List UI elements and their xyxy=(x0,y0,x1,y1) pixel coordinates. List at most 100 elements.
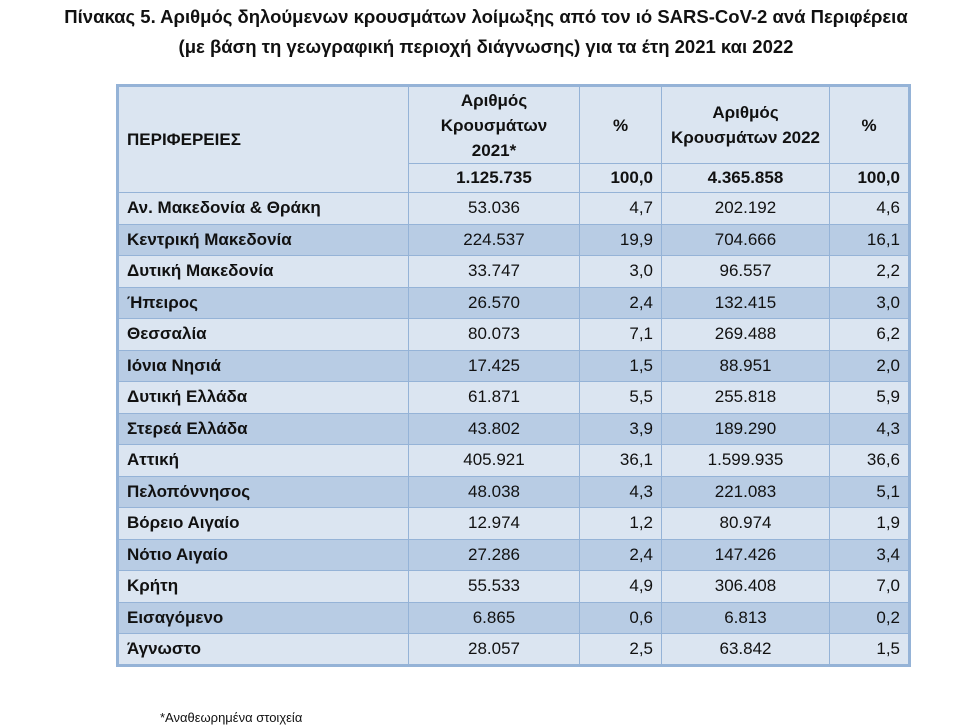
pct-2021-cell: 3,9 xyxy=(579,412,662,445)
header-pct-2021: % xyxy=(579,85,662,164)
region-cell: Βόρειο Αιγαίο xyxy=(117,507,409,540)
total-pct-2022: 100,0 xyxy=(829,163,910,193)
table-row: Αν. Μακεδονία & Θράκη 53.036 4,7 202.192 4,6 xyxy=(117,192,910,225)
pct-2021-cell: 7,1 xyxy=(579,318,662,351)
pct-2022-cell: 3,4 xyxy=(829,538,910,571)
region-cell: Δυτική Ελλάδα xyxy=(117,381,409,414)
region-cell: Θεσσαλία xyxy=(117,318,409,351)
header-region: ΠΕΡΙΦΕΡΕΙΕΣ xyxy=(117,85,409,193)
table-row: Εισαγόμενο 6.865 0,6 6.813 0,2 xyxy=(117,601,910,634)
region-cell: Νότιο Αιγαίο xyxy=(117,538,409,571)
totals-row: 1.125.735 100,0 4.365.858 100,0 xyxy=(118,163,910,193)
cases-2021-cell: 27.286 xyxy=(408,538,580,571)
cases-2021-cell: 6.865 xyxy=(408,601,580,634)
cases-2021-cell: 48.038 xyxy=(408,475,580,508)
region-cell: Ιόνια Νησιά xyxy=(117,349,409,382)
pct-2021-cell: 4,9 xyxy=(579,570,662,603)
cases-2022-cell: 80.974 xyxy=(661,507,830,540)
total-cases-2021: 1.125.735 xyxy=(408,163,580,193)
cases-2021-cell: 224.537 xyxy=(408,223,580,256)
cases-2022-cell: 1.599.935 xyxy=(661,444,830,477)
table-row: Νότιο Αιγαίο 27.286 2,4 147.426 3,4 xyxy=(117,538,910,571)
pct-2021-cell: 2,5 xyxy=(579,633,662,666)
cases-2022-cell: 96.557 xyxy=(661,255,830,288)
table-caption: Πίνακας 5. Αριθμός δηλούμενων κρουσμάτων… xyxy=(0,2,972,62)
pct-2022-cell: 1,5 xyxy=(829,633,910,666)
cases-2022-cell: 255.818 xyxy=(661,381,830,414)
region-cell: Πελοπόννησος xyxy=(117,475,409,508)
pct-2022-cell: 6,2 xyxy=(829,318,910,351)
cases-2021-cell: 55.533 xyxy=(408,570,580,603)
cases-2022-cell: 221.083 xyxy=(661,475,830,508)
header-cases-2021: Αριθμός Κρουσμάτων 2021* xyxy=(408,85,580,164)
table-row: Αττική 405.921 36,1 1.599.935 36,6 xyxy=(117,444,910,477)
pct-2021-cell: 4,7 xyxy=(579,192,662,225)
footnote: *Αναθεωρημένα στοιχεία xyxy=(160,710,303,725)
region-cell: Άγνωστο xyxy=(117,633,409,666)
table-row: Κρήτη 55.533 4,9 306.408 7,0 xyxy=(117,570,910,603)
table-row: Θεσσαλία 80.073 7,1 269.488 6,2 xyxy=(117,318,910,351)
table-row: Στερεά Ελλάδα 43.802 3,9 189.290 4,3 xyxy=(117,412,910,445)
cases-2021-cell: 26.570 xyxy=(408,286,580,319)
pct-2021-cell: 4,3 xyxy=(579,475,662,508)
total-cases-2022: 4.365.858 xyxy=(661,163,830,193)
region-cell: Κρήτη xyxy=(117,570,409,603)
cases-2021-cell: 28.057 xyxy=(408,633,580,666)
cases-2022-cell: 6.813 xyxy=(661,601,830,634)
cases-2022-cell: 269.488 xyxy=(661,318,830,351)
region-cell: Αν. Μακεδονία & Θράκη xyxy=(117,192,409,225)
table-row: Δυτική Ελλάδα 61.871 5,5 255.818 5,9 xyxy=(117,381,910,414)
pct-2021-cell: 1,5 xyxy=(579,349,662,382)
total-pct-2021: 100,0 xyxy=(579,163,662,193)
cases-2021-cell: 12.974 xyxy=(408,507,580,540)
region-cell: Κεντρική Μακεδονία xyxy=(117,223,409,256)
header-cases-2022: Αριθμός Κρουσμάτων 2022 xyxy=(661,85,830,164)
region-cell: Αττική xyxy=(117,444,409,477)
cases-2021-cell: 33.747 xyxy=(408,255,580,288)
pct-2021-cell: 2,4 xyxy=(579,286,662,319)
pct-2022-cell: 0,2 xyxy=(829,601,910,634)
cases-2021-cell: 80.073 xyxy=(408,318,580,351)
table-row: Βόρειο Αιγαίο 12.974 1,2 80.974 1,9 xyxy=(117,507,910,540)
table-row: Δυτική Μακεδονία 33.747 3,0 96.557 2,2 xyxy=(117,255,910,288)
pct-2021-cell: 36,1 xyxy=(579,444,662,477)
cases-2022-cell: 189.290 xyxy=(661,412,830,445)
cases-2022-cell: 202.192 xyxy=(661,192,830,225)
caption-line-1: Πίνακας 5. Αριθμός δηλούμενων κρουσμάτων… xyxy=(64,6,908,27)
region-cell: Δυτική Μακεδονία xyxy=(117,255,409,288)
pct-2022-cell: 4,6 xyxy=(829,192,910,225)
table-row: Ιόνια Νησιά 17.425 1,5 88.951 2,0 xyxy=(117,349,910,382)
pct-2022-cell: 2,2 xyxy=(829,255,910,288)
cases-2021-cell: 53.036 xyxy=(408,192,580,225)
cases-2022-cell: 63.842 xyxy=(661,633,830,666)
pct-2021-cell: 2,4 xyxy=(579,538,662,571)
header-pct-2022: % xyxy=(829,85,910,164)
pct-2022-cell: 5,1 xyxy=(829,475,910,508)
cases-2022-cell: 306.408 xyxy=(661,570,830,603)
cases-2021-cell: 17.425 xyxy=(408,349,580,382)
pct-2022-cell: 4,3 xyxy=(829,412,910,445)
cases-2021-cell: 405.921 xyxy=(408,444,580,477)
cases-2021-cell: 61.871 xyxy=(408,381,580,414)
pct-2021-cell: 0,6 xyxy=(579,601,662,634)
caption-line-2: (με βάση τη γεωγραφική περιοχή διάγνωσης… xyxy=(178,36,794,57)
region-cell: Εισαγόμενο xyxy=(117,601,409,634)
cases-2022-cell: 147.426 xyxy=(661,538,830,571)
table-row: Άγνωστο 28.057 2,5 63.842 1,5 xyxy=(117,633,910,666)
pct-2021-cell: 5,5 xyxy=(579,381,662,414)
pct-2022-cell: 5,9 xyxy=(829,381,910,414)
pct-2022-cell: 16,1 xyxy=(829,223,910,256)
table-row: Ήπειρος 26.570 2,4 132.415 3,0 xyxy=(117,286,910,319)
cases-table: ΠΕΡΙΦΕΡΕΙΕΣ Αριθμός Κρουσμάτων 2021* % Α… xyxy=(116,84,911,667)
pct-2022-cell: 7,0 xyxy=(829,570,910,603)
cases-2022-cell: 132.415 xyxy=(661,286,830,319)
pct-2022-cell: 1,9 xyxy=(829,507,910,540)
pct-2022-cell: 2,0 xyxy=(829,349,910,382)
pct-2021-cell: 19,9 xyxy=(579,223,662,256)
table-row: Πελοπόννησος 48.038 4,3 221.083 5,1 xyxy=(117,475,910,508)
table-row: Κεντρική Μακεδονία 224.537 19,9 704.666 16,1 xyxy=(117,223,910,256)
pct-2022-cell: 36,6 xyxy=(829,444,910,477)
pct-2022-cell: 3,0 xyxy=(829,286,910,319)
region-cell: Ήπειρος xyxy=(117,286,409,319)
cases-2022-cell: 88.951 xyxy=(661,349,830,382)
